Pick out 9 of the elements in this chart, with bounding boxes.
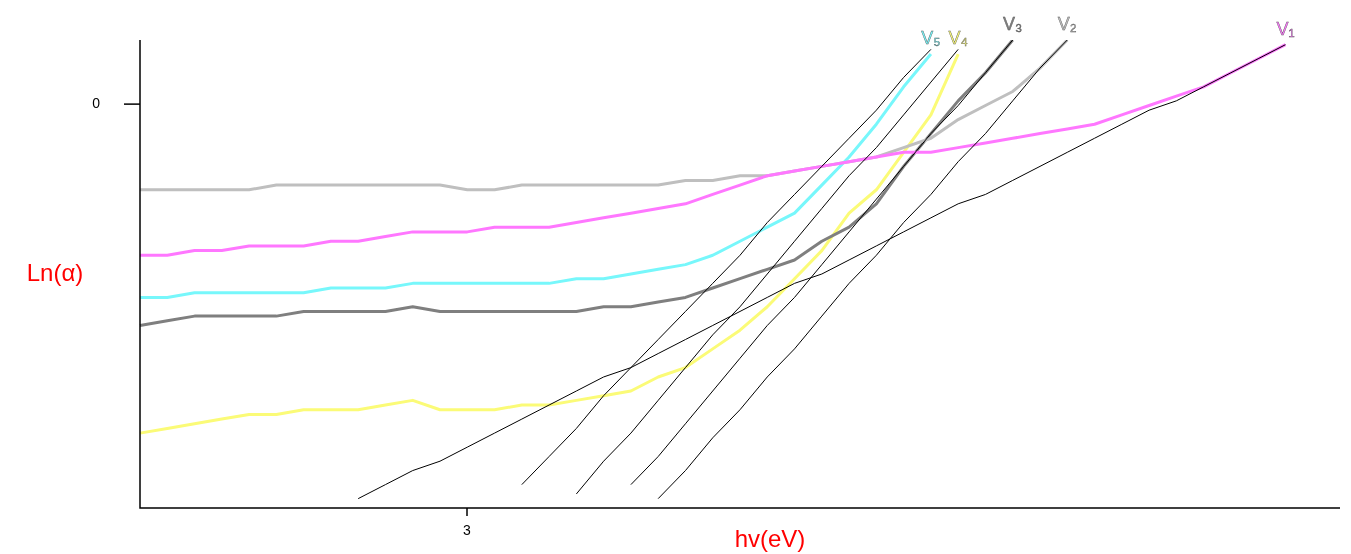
series-label: V₄: [948, 28, 968, 49]
text: 3: [463, 521, 472, 538]
series-label: V₂: [1057, 13, 1077, 34]
y-axis-title: Ln(α): [26, 258, 84, 286]
series-label: V₃: [1003, 13, 1023, 34]
x-axis-title: hv(eV): [734, 524, 806, 552]
series-label: V₁: [1276, 18, 1295, 39]
series-label: V₅: [921, 28, 941, 49]
text: 0: [92, 94, 101, 111]
